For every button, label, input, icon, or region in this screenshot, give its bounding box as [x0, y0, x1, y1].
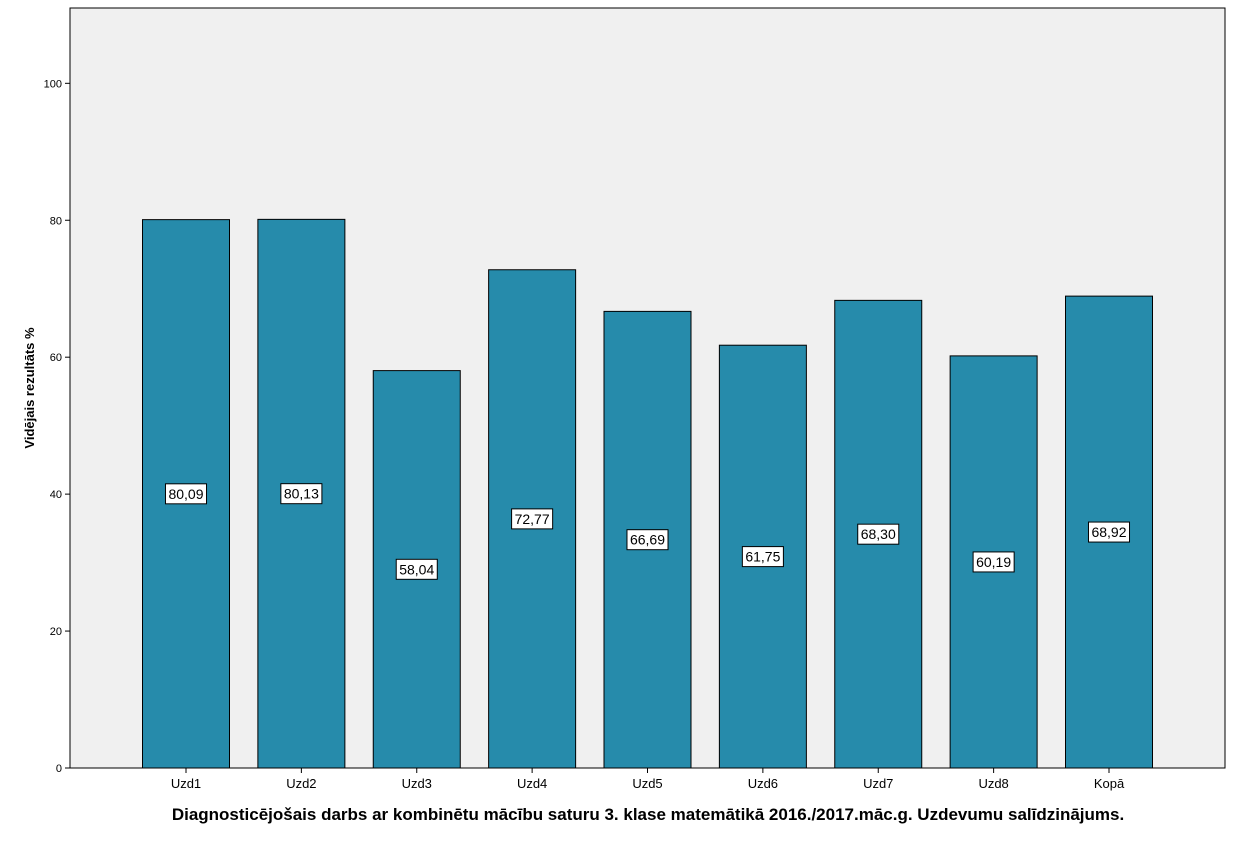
axes-layer: Uzd1 Uzd2 Uzd3 Uzd4 Uzd5 Uzd6 Uzd7 Uzd8 Kopā 0 20 4… — [44, 8, 1225, 791]
data-label-box — [511, 508, 554, 530]
x-tick-label: Kopā — [1094, 776, 1125, 791]
x-tick-label: Uzd3 — [402, 776, 432, 791]
y-tick-label: 40 — [50, 489, 62, 501]
y-tick-label: 60 — [50, 352, 62, 364]
y-tick-label: 0 — [56, 763, 62, 775]
y-tick-label: 80 — [50, 215, 62, 227]
data-label: 60,19 — [976, 554, 1011, 570]
x-tick-label: Uzd8 — [978, 776, 1008, 791]
x-tick-label: Uzd6 — [748, 776, 778, 791]
data-label-box — [972, 551, 1015, 573]
data-label: 80,13 — [284, 486, 319, 502]
data-label: 72,77 — [515, 511, 550, 527]
data-label-box — [857, 523, 900, 545]
data-label-box — [395, 558, 438, 580]
data-label-box — [741, 546, 784, 568]
data-label-box — [626, 529, 669, 551]
x-tick-label: Uzd2 — [286, 776, 316, 791]
data-label-box — [164, 483, 208, 505]
data-label: 61,75 — [745, 549, 780, 565]
y-tick-label: 100 — [44, 78, 62, 90]
data-label: 68,92 — [1091, 524, 1126, 540]
data-label: 80,09 — [168, 486, 203, 502]
data-labels-layer: 80,09 80,13 58,04 72,77 66,69 61,75 68,30 60,19… — [164, 483, 1131, 580]
x-tick-label: Uzd7 — [863, 776, 893, 791]
x-axis-title: Diagnosticējošais darbs ar kombinētu māc… — [172, 805, 1124, 824]
x-tick-label: Uzd1 — [171, 776, 201, 791]
y-tick-label: 20 — [50, 626, 62, 638]
data-label-box — [280, 483, 323, 505]
data-label: 66,69 — [630, 532, 665, 548]
bars-layer — [142, 218, 1153, 769]
data-label: 58,04 — [399, 561, 434, 577]
y-axis-title: Vidējais rezultāts % — [22, 327, 37, 449]
data-label: 68,30 — [861, 526, 896, 542]
x-tick-label: Uzd4 — [517, 776, 547, 791]
data-label-box — [1087, 521, 1131, 543]
x-tick-label: Uzd5 — [632, 776, 662, 791]
